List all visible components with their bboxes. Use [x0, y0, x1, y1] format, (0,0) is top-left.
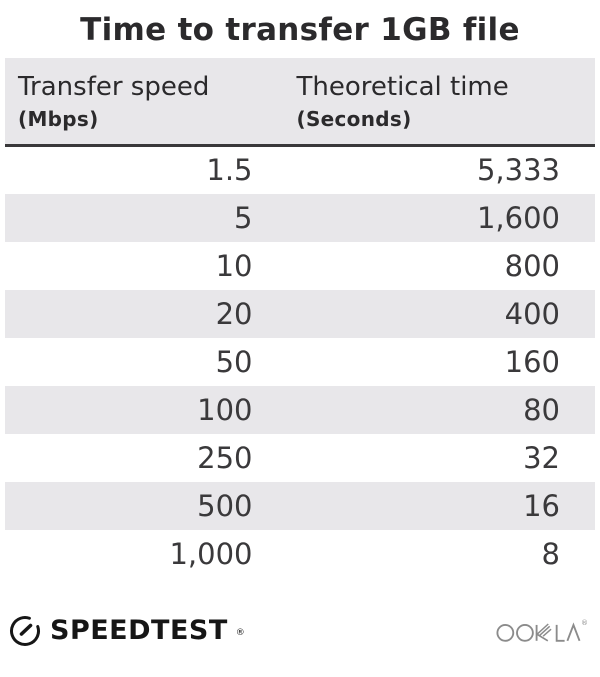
ookla-logo: ®	[493, 617, 590, 645]
transfer-time-table: Transfer speed (Mbps) Theoretical time (…	[5, 58, 595, 578]
speed-cell: 1,000	[169, 536, 253, 571]
column-label-speed: Transfer speed	[18, 72, 210, 102]
column-unit-mbps: (Mbps)	[18, 107, 99, 131]
speed-cell: 20	[215, 296, 253, 331]
column-unit-seconds: (Seconds)	[296, 107, 412, 131]
speedtest-registered-mark: ®	[235, 628, 245, 638]
column-label-time: Theoretical time	[296, 72, 509, 102]
table-row: 50 160	[5, 338, 595, 386]
time-cell: 800	[504, 248, 560, 283]
table-row: 1.5 5,333	[5, 146, 595, 194]
table-header: Transfer speed (Mbps) Theoretical time (…	[5, 58, 595, 146]
speed-cell: 500	[197, 488, 253, 523]
table-row: 20 400	[5, 289, 595, 338]
footer: SPEEDTEST ® ®	[8, 614, 590, 648]
column-header-theoretical-time: Theoretical time (Seconds)	[270, 58, 595, 146]
table-row: 100 80	[5, 385, 595, 434]
ookla-registered-mark: ®	[581, 618, 588, 627]
time-cell: 400	[504, 296, 560, 331]
speed-cell: 250	[197, 440, 253, 475]
time-cell: 160	[504, 344, 560, 379]
time-cell: 5,333	[476, 153, 560, 188]
column-header-transfer-speed: Transfer speed (Mbps)	[5, 58, 271, 146]
speed-cell: 50	[215, 344, 253, 379]
time-cell: 8	[541, 536, 560, 571]
speed-cell: 5	[234, 200, 253, 235]
ookla-wordmark-icon	[496, 621, 581, 642]
table-row: 500 16	[5, 481, 595, 530]
speedtest-logo: SPEEDTEST ®	[8, 614, 245, 648]
table-row: 250 32	[5, 434, 595, 482]
time-cell: 80	[523, 392, 560, 427]
table-row: 10 800	[5, 242, 595, 290]
header-row: Transfer speed (Mbps) Theoretical time (…	[5, 58, 595, 146]
time-cell: 16	[523, 488, 560, 523]
table-row: 5 1,600	[5, 193, 595, 242]
speed-cell: 10	[215, 248, 253, 283]
table-body: 1.5 5,333 5 1,600 10 800 20 400 50 160 1…	[5, 146, 595, 578]
time-cell: 1,600	[476, 200, 560, 235]
speedtest-gauge-icon	[10, 615, 40, 646]
time-cell: 32	[523, 440, 560, 475]
speedtest-wordmark: SPEEDTEST	[50, 614, 228, 646]
page-title: Time to transfer 1GB file	[80, 12, 520, 48]
speed-cell: 1.5	[206, 153, 253, 188]
speed-cell: 100	[197, 392, 253, 427]
table-row: 1,000 8	[5, 530, 595, 578]
